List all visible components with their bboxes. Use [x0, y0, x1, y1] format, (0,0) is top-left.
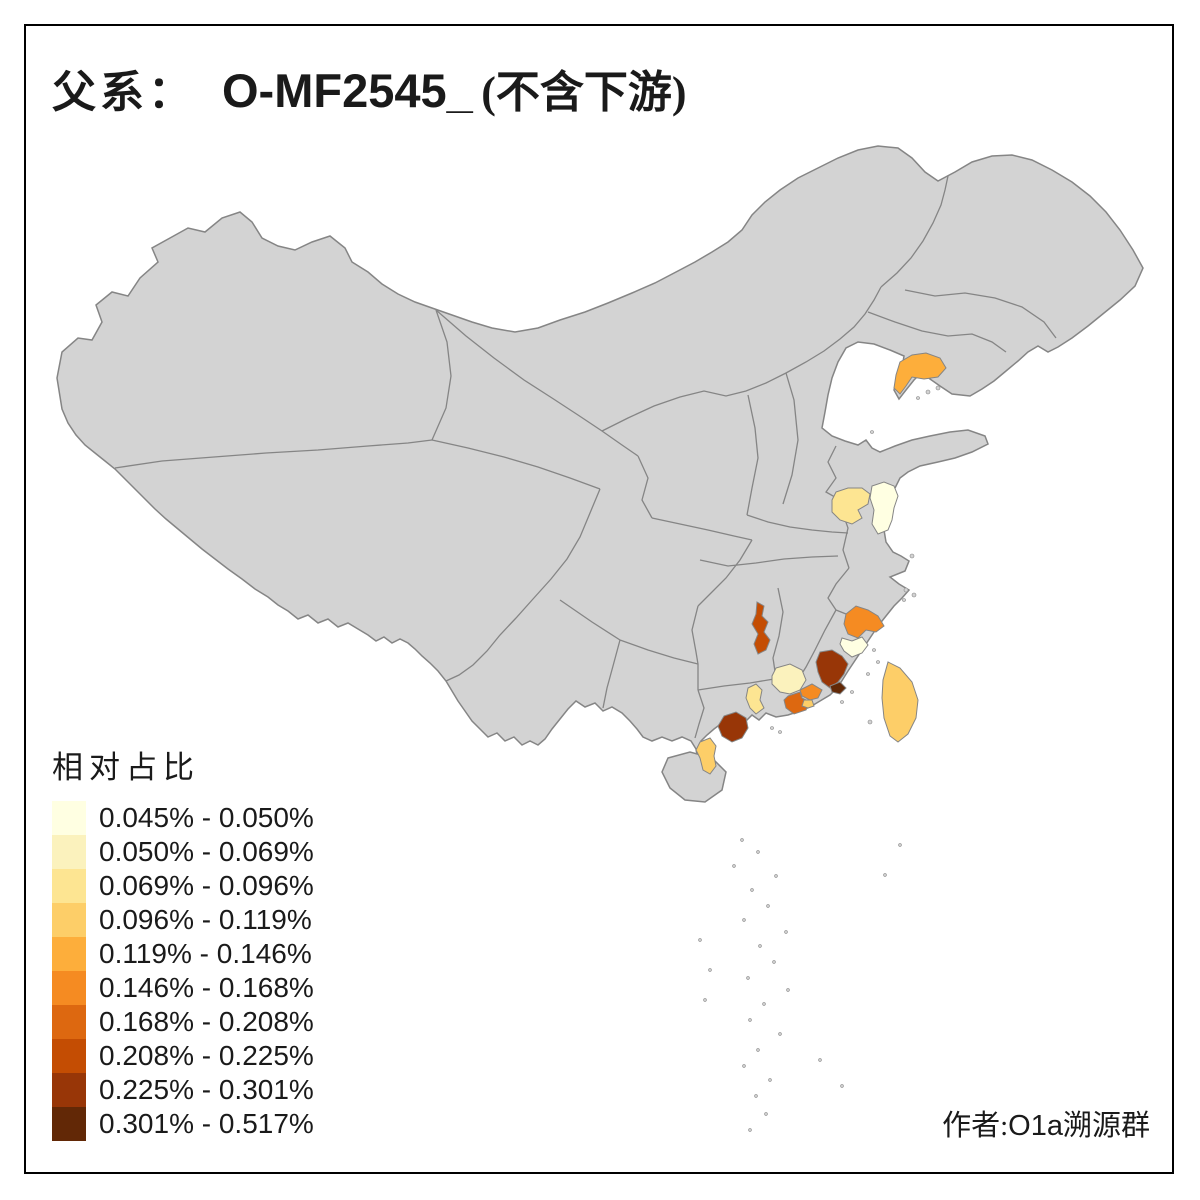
legend-swatch [52, 937, 86, 971]
title-prefix: 父系： [52, 68, 196, 117]
region-zhanjiang [695, 737, 717, 775]
legend-label: 0.096% - 0.119% [99, 904, 312, 935]
province-borders [114, 175, 1057, 739]
region-shantou [801, 699, 815, 709]
legend-title: 相对占比 [52, 750, 200, 785]
region-xiamen [829, 681, 847, 695]
legend-item: 0.045% - 0.050% [52, 801, 314, 835]
legend-item: 0.225% - 0.301% [52, 1073, 314, 1107]
legend-label: 0.045% - 0.050% [99, 802, 314, 833]
hainan-island [661, 751, 727, 803]
region-huaian [831, 487, 871, 525]
attribution-prefix: 作者: [942, 1110, 1009, 1142]
legend-swatch [52, 1073, 86, 1107]
legend-item: 0.168% - 0.208% [52, 1005, 314, 1039]
legend-swatch [52, 903, 86, 937]
legend-label: 0.301% - 0.517% [99, 1108, 314, 1139]
legend-item: 0.096% - 0.119% [52, 903, 314, 937]
legend-item: 0.208% - 0.225% [52, 1039, 314, 1073]
title-suffix: (不含下游) [481, 68, 687, 117]
legend-item: 0.050% - 0.069% [52, 835, 314, 869]
attribution-suffix: 溯源群 [1062, 1110, 1150, 1142]
attribution: 作者:O1a溯源群 [942, 1102, 1150, 1144]
legend-label: 0.168% - 0.208% [99, 1006, 314, 1037]
legend-swatch [52, 1005, 86, 1039]
region-ningde [843, 605, 885, 639]
legend-swatch [52, 1107, 86, 1141]
region-taiwan [881, 661, 919, 743]
legend-swatch [52, 835, 86, 869]
region-meizhou [771, 663, 807, 695]
region-yancheng [869, 481, 899, 535]
legend: 相对占比 0.045% - 0.050% 0.050% - 0.069% 0.0… [52, 742, 314, 1141]
legend-label: 0.225% - 0.301% [99, 1074, 314, 1105]
legend-swatch [52, 801, 86, 835]
region-fuzhou [839, 636, 869, 658]
legend-swatch [52, 971, 86, 1005]
legend-item: 0.301% - 0.517% [52, 1107, 314, 1141]
legend-label: 0.119% - 0.146% [99, 938, 312, 969]
legend-item: 0.069% - 0.096% [52, 869, 314, 903]
legend-item: 0.119% - 0.146% [52, 937, 314, 971]
legend-label: 0.146% - 0.168% [99, 972, 314, 1003]
region-maoming [717, 711, 749, 743]
legend-swatch [52, 1039, 86, 1073]
island-specks [698, 385, 941, 1132]
map-title: 父系： O-MF2545_ (不含下游) [52, 56, 687, 120]
legend-label: 0.208% - 0.225% [99, 1040, 314, 1071]
colored-regions [695, 352, 947, 775]
region-quanzhou [815, 649, 849, 689]
region-jieyang [783, 691, 811, 715]
region-dalian [893, 352, 947, 395]
legend-label: 0.069% - 0.096% [99, 870, 314, 901]
region-zhuzhou [751, 601, 771, 655]
title-haplogroup-code: O-MF2545_ [222, 64, 473, 117]
legend-item: 0.146% - 0.168% [52, 971, 314, 1005]
legend-swatch [52, 869, 86, 903]
legend-label: 0.050% - 0.069% [99, 836, 314, 867]
region-chaozhou [799, 683, 823, 701]
attribution-group-code: O1a [1008, 1110, 1063, 1142]
region-guangzhou [745, 683, 765, 715]
china-mainland-outline [56, 145, 1144, 779]
